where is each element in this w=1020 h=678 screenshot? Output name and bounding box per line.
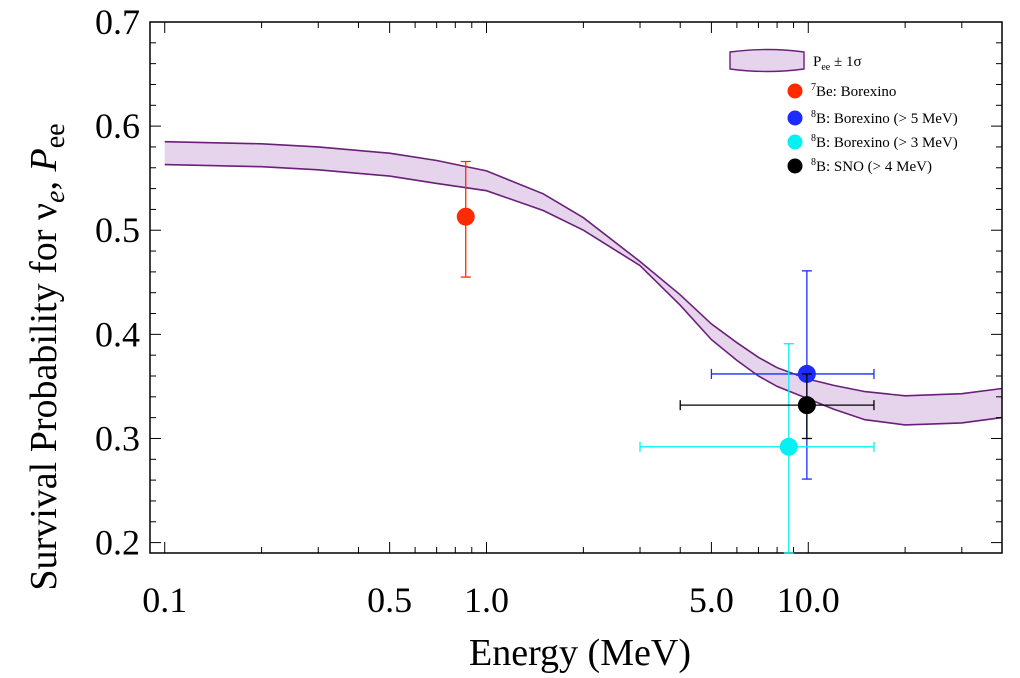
- x-tick-label: 5.0: [689, 580, 734, 620]
- legend-band-swatch: [729, 48, 805, 73]
- band-lower-edge: [164, 163, 1003, 426]
- legend-marker: [787, 83, 803, 99]
- data-point: [456, 207, 475, 226]
- y-tick-label: 0.5: [95, 210, 140, 250]
- y-axis-title-p: P: [23, 148, 65, 172]
- y-axis-title-sub-ee: ee: [40, 123, 71, 148]
- x-tick-label: 0.5: [367, 580, 412, 620]
- legend-entry-label: 8B: Borexino (> 3 MeV): [811, 133, 958, 151]
- data-point-group: [679, 373, 875, 440]
- y-axis-title-main: Survival Probability for ν: [23, 203, 65, 591]
- pee-band: [164, 140, 1003, 426]
- y-tick-label: 0.3: [95, 418, 140, 458]
- legend-band-label: Pee ± 1σ: [813, 54, 862, 73]
- legend-entry-label: 8B: SNO (> 4 MeV): [811, 157, 932, 175]
- legend-marker: [787, 134, 803, 150]
- legend-entry-label: 7Be: Borexino: [811, 82, 896, 100]
- y-tick-label: 0.2: [95, 523, 140, 563]
- legend-marker: [787, 158, 803, 174]
- y-axis-title: Survival Probability for νe, Pee: [23, 123, 71, 590]
- legend-marker: [787, 110, 803, 126]
- data-point: [797, 396, 816, 415]
- x-tick-label: 0.1: [142, 580, 187, 620]
- x-axis-title: Energy (MeV): [469, 632, 691, 674]
- x-tick-labels: 0.1 0.5 1.0 5.0 10.0: [142, 580, 840, 620]
- legend-entry-label: 8B: Borexino (> 5 MeV): [811, 109, 958, 127]
- y-tick-label: 0.4: [95, 314, 140, 354]
- data-point: [779, 437, 798, 456]
- y-axis-title-sep: ,: [23, 171, 65, 190]
- axis-ticks: [149, 21, 1003, 553]
- legend: Pee ± 1σ 7Be: Borexino 8B: Borexino (> 5 M…: [729, 48, 958, 175]
- band-fill: [164, 141, 1002, 425]
- data-point-group: [639, 343, 875, 554]
- data-points: [456, 160, 875, 554]
- x-tick-label: 1.0: [464, 580, 509, 620]
- plot-frame: [149, 21, 1003, 554]
- y-tick-labels: 0.2 0.3 0.4 0.5 0.6 0.7: [95, 2, 140, 563]
- data-point-group: [456, 160, 475, 278]
- y-axis-title-sub-e: e: [40, 190, 71, 202]
- y-tick-label: 0.7: [95, 2, 140, 42]
- x-tick-label: 10.0: [777, 580, 840, 620]
- band-upper-edge: [164, 140, 1003, 397]
- y-tick-label: 0.6: [95, 106, 140, 146]
